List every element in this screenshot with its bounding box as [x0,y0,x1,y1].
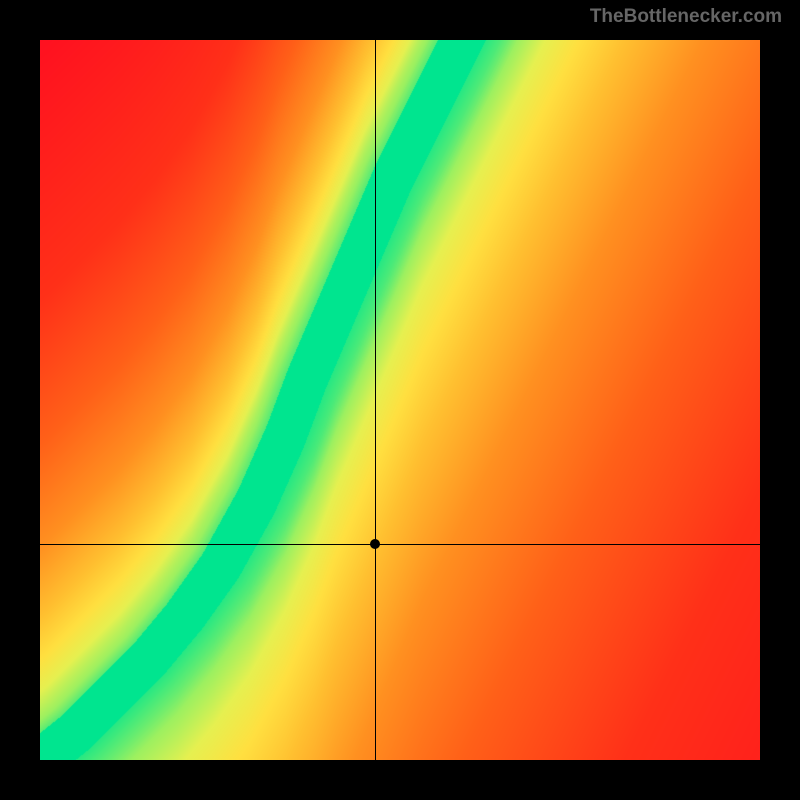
crosshair-vertical [375,40,376,760]
watermark-text: TheBottlenecker.com [590,6,782,28]
heatmap-canvas [40,40,760,760]
marker-dot [370,539,380,549]
heatmap-plot [40,40,760,760]
crosshair-horizontal [40,544,760,545]
